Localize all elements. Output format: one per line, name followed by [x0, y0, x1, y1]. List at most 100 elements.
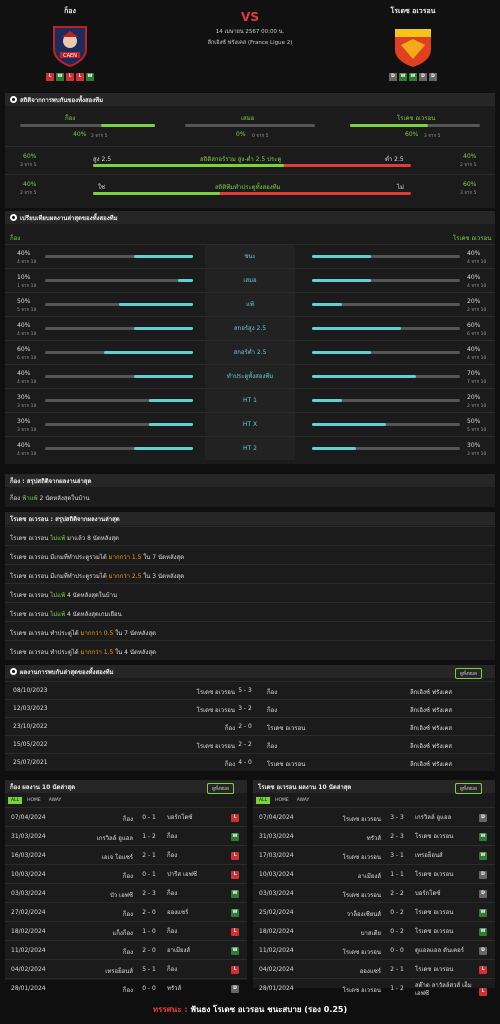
recent-right-fill — [312, 375, 416, 378]
match-date: 10/03/2024 — [11, 871, 46, 878]
recent-left-sub: 6 จาก 10 — [17, 356, 37, 361]
tab-away[interactable]: AWAY — [296, 798, 310, 803]
recent-row: 40% 4 จาก 10 ชนะ 40% 4 จาก 10 — [5, 244, 495, 268]
match-row[interactable]: 11/02/2024 โรเดซ อเวรอน 0 - 0 ดูแอลแอล ดันเ… — [253, 940, 495, 959]
tab-away[interactable]: AWAY — [48, 798, 62, 803]
match-away: โรเดซ อเวรอน — [415, 966, 454, 973]
recent-right-sub: 3 จาก 10 — [467, 452, 487, 457]
recent-right-fill — [312, 255, 372, 258]
match-home: ก็อง — [122, 949, 133, 956]
tab-home[interactable]: HOME — [27, 798, 41, 803]
recent-right-bar — [312, 327, 460, 330]
match-score: 2 - 0 — [142, 947, 156, 954]
h2h-stats-section: สถิติจากการพบกันของทั้งสองทีม ก็อง เสมอ … — [5, 93, 495, 208]
match-row[interactable]: 07/04/2024 โรเดซ อเวรอน 3 - 3 เกรวิลล์ อูแอ… — [253, 807, 495, 826]
match-row[interactable]: 28/01/2024 โรเดซ อเวรอน 1 - 2 สต๊าด ลาวัลล์… — [253, 978, 495, 1004]
bar-fill — [93, 164, 284, 167]
tab-all[interactable]: ALL — [256, 797, 271, 804]
h2h-result-row[interactable]: 08/10/2023 โรเดซ อเวรอน 5 - 3 ก็อง ลีกเอิงซ์… — [5, 681, 495, 699]
h2h-away: ก็อง — [267, 743, 278, 750]
match-row[interactable]: 27/02/2024 ก็อง 2 - 0 อองแซร์ W — [5, 902, 247, 921]
recent-right-fill — [312, 351, 372, 354]
summary-desc: ทำประตูได้ — [50, 630, 81, 637]
match-score: 0 - 1 — [142, 871, 156, 878]
h2h-view-all-button[interactable]: ดูทั้งหมด — [455, 668, 482, 679]
match-date: 14 เมษายน 2567 00:00 น. — [215, 29, 285, 35]
bar-fill — [101, 124, 155, 127]
h2h-result-row[interactable]: 23/10/2022 ก็อง 2 - 0 โรเดซ อเวรอน ลีกเอิงซ์… — [5, 717, 495, 735]
summary-team: โรเดซ อเวรอน — [10, 611, 51, 618]
match-row[interactable]: 18/02/2024 บาสเตีย 0 - 2 โรเดซ อเวรอน W — [253, 921, 495, 940]
match-date: 11/02/2024 — [259, 947, 294, 954]
match-row[interactable]: 31/03/2024 เกรวิลล์ อูแอล 1 - 2 ก็อง W — [5, 826, 247, 845]
match-row[interactable]: 17/03/2024 โรเดซ อเวรอน 3 - 1 เทรอย็อนส์ W — [253, 845, 495, 864]
match-away: ก็อง — [167, 852, 178, 859]
ou-left-sub: 3 จาก 5 — [20, 163, 37, 168]
h2h-result-row[interactable]: 12/03/2023 โรเดซ อเวรอน 3 - 2 ก็อง ลีกเอิงซ์… — [5, 699, 495, 717]
h2h-result-row[interactable]: 15/05/2022 โรเดซ อเวรอน 2 - 2 ก็อง ลีกเอิงซ์… — [5, 735, 495, 753]
match-home: เทรอย็อนส์ — [105, 968, 133, 975]
h2h-result-row[interactable]: 25/07/2021 ก็อง 4 - 0 โรเดซ อเวรอน ลีกเอิงซ์… — [5, 753, 495, 771]
recent-left-pct: 30% — [17, 394, 31, 401]
match-away: เทรอย็อนส์ — [415, 852, 443, 859]
result-badge: W — [231, 889, 239, 898]
match-date: 03/03/2024 — [259, 890, 294, 897]
result-badge: W — [479, 832, 487, 841]
match-date: 17/03/2024 — [259, 852, 294, 859]
match-away: อองแซร์ — [167, 909, 189, 916]
match-row[interactable]: 07/04/2024 ก็อง 0 - 1 บอร์กโดซ์ L — [5, 807, 247, 826]
recent-left-fill — [133, 447, 193, 450]
h2h-away: โรเดซ อเวรอน — [267, 761, 306, 768]
match-row[interactable]: 10/03/2024 อาเมียงส์ 1 - 1 โรเดซ อเวรอน D — [253, 864, 495, 883]
btts-no-label: ไม่ — [397, 184, 404, 191]
summary-tail: ใน 4 นัดหลังสุด — [115, 649, 156, 656]
recent-right-pct: 60% — [467, 322, 481, 329]
tab-all[interactable]: ALL — [8, 797, 23, 804]
match-row[interactable]: 11/02/2024 ก็อง 2 - 0 อาเมียงส์ W — [5, 940, 247, 959]
match-row[interactable]: 04/02/2024 เทรอย็อนส์ 5 - 1 ก็อง L — [5, 959, 247, 978]
h2h-score: 5 - 3 — [238, 687, 252, 694]
match-score: 1 - 2 — [390, 985, 404, 992]
result-badge: L — [231, 851, 239, 860]
result-badge: W — [231, 946, 239, 955]
summary-desc: ทำประตูได้ — [50, 649, 81, 656]
away-last10-view-all-button[interactable]: ดูทั้งหมด — [455, 783, 482, 794]
result-badge: D — [479, 889, 487, 898]
match-row[interactable]: 18/02/2024 แก็งก็อง 1 - 0 ก็อง L — [5, 921, 247, 940]
match-date: 11/02/2024 — [11, 947, 46, 954]
home-last10-view-all-button[interactable]: ดูทั้งหมด — [207, 783, 234, 794]
match-row[interactable]: 10/03/2024 ก็อง 0 - 1 ปารีส เอฟซี L — [5, 864, 247, 883]
recent-left-pct: 40% — [17, 322, 31, 329]
away-summary-line: โรเดซ อเวรอน ไม่แพ้ 4 นัดหลังสุดเกมเยือน — [5, 602, 495, 621]
match-row[interactable]: 28/01/2024 ก็อง 0 - 0 ทรัวส์ D — [5, 978, 247, 997]
match-row[interactable]: 04/02/2024 อองแซร์ 2 - 1 โรเดซ อเวรอน L — [253, 959, 495, 978]
match-row[interactable]: 16/03/2024 เอเจ โอแซร์ 2 - 1 ก็อง L — [5, 845, 247, 864]
match-score: 2 - 2 — [390, 890, 404, 897]
result-badge: W — [479, 908, 487, 917]
recent-left-fill — [148, 423, 193, 426]
recent-left-fill — [133, 375, 193, 378]
match-score: 5 - 1 — [142, 966, 156, 973]
match-row[interactable]: 31/03/2024 ทรัวส์ 2 - 3 โรเดซ อเวรอน W — [253, 826, 495, 845]
result-badge: L — [479, 965, 487, 974]
recent-left-fill — [133, 255, 193, 258]
form-badge: W — [86, 73, 94, 81]
match-date: 25/02/2024 — [259, 909, 294, 916]
recent-left-pct: 40% — [17, 442, 31, 449]
away-summary-text: โรเดซ อเวรอน มีเกมที่ทำประตูรวมได้ มากกว… — [10, 552, 184, 562]
match-score: 0 - 2 — [390, 928, 404, 935]
summary-team: โรเดซ อเวรอน — [10, 649, 51, 656]
recent-right-bar — [312, 399, 460, 402]
away-last10-header: โรเดซ อเวรอน ผลงาน 10 นัดล่าสุด — [253, 780, 495, 793]
match-row[interactable]: 25/02/2024 วาล็องเซียนส์ 0 - 2 โรเดซ อเวรอน… — [253, 902, 495, 921]
match-row[interactable]: 03/03/2024 โรเดซ อเวรอน 2 - 2 บอร์กโดซ์ D — [253, 883, 495, 902]
ou-right-sub: 2 จาก 5 — [460, 163, 477, 168]
home-summary-line: ก็อง ฟ้าแพ้ 2 นัดหลังสุดในบ้าน — [10, 493, 90, 503]
recent-left-fill — [178, 279, 193, 282]
tab-home[interactable]: HOME — [275, 798, 289, 803]
form-badge: W — [409, 73, 417, 81]
match-row[interactable]: 03/03/2024 บัว เอฟซี 2 - 3 ก็อง W — [5, 883, 247, 902]
h2h-away-pct: 60% — [405, 131, 419, 138]
